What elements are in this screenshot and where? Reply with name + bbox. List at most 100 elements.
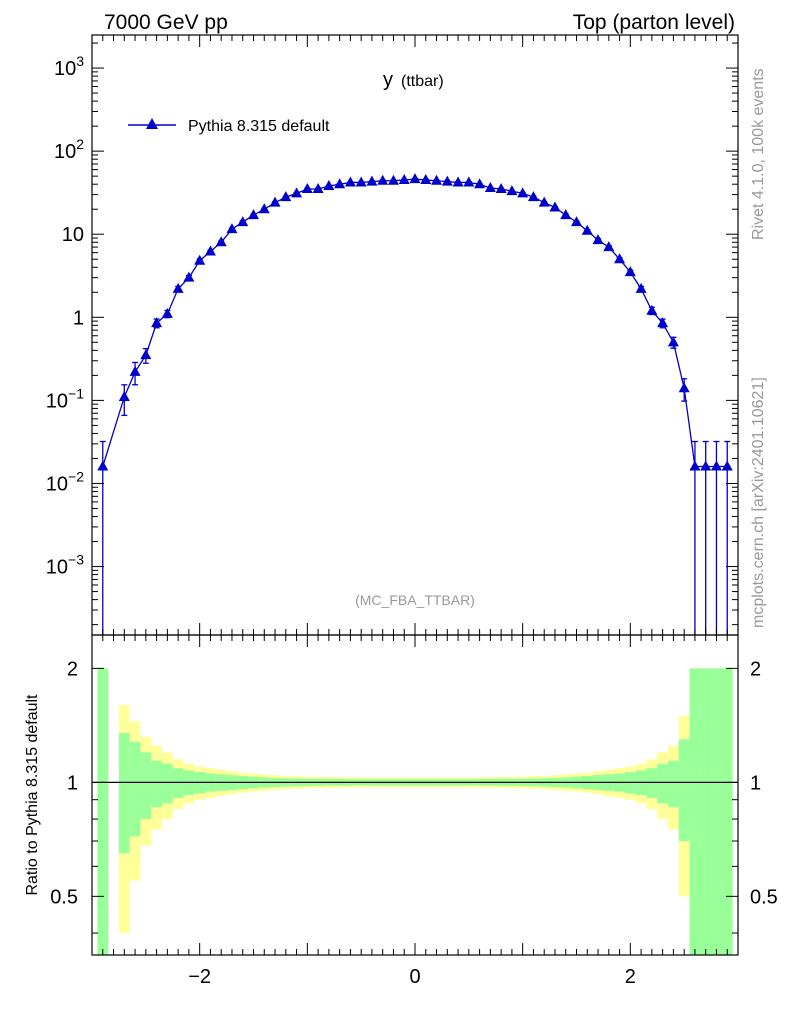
- data-point-marker: [398, 173, 410, 184]
- data-point-marker: [301, 183, 313, 194]
- data-point-marker: [161, 307, 173, 318]
- main-series-layer: [97, 173, 733, 635]
- y-tick-label: 10−1: [46, 385, 84, 412]
- data-point-marker: [581, 224, 593, 235]
- data-point-marker: [387, 174, 399, 185]
- data-point-marker: [538, 196, 550, 207]
- data-point-marker: [312, 183, 324, 194]
- data-point-marker: [635, 282, 647, 293]
- data-point-marker: [409, 173, 421, 184]
- data-point-marker: [377, 174, 389, 185]
- data-point-marker: [118, 390, 130, 401]
- data-point-marker: [646, 304, 658, 315]
- plot-title-main: y: [383, 69, 393, 91]
- ratio-inner-band-bin: [161, 763, 173, 804]
- data-point-marker: [689, 460, 701, 471]
- y-tick-label: 10−2: [46, 468, 84, 495]
- data-point-marker: [420, 173, 432, 184]
- x-tick-label: −2: [188, 966, 211, 988]
- ratio-y-tick-label-right: 2: [750, 658, 761, 680]
- data-point-marker: [614, 253, 626, 264]
- data-point-marker: [334, 178, 346, 189]
- data-point-marker: [172, 282, 184, 293]
- header-left: 7000 GeV pp: [104, 11, 228, 34]
- ratio-y-label: Ratio to Pythia 8.315 default: [24, 694, 41, 896]
- ratio-inner-band-bin: [151, 760, 162, 808]
- ratio-inner-band-bin: [646, 768, 658, 798]
- ratio-y-tick-label: 2: [67, 658, 78, 680]
- data-point-marker: [258, 203, 270, 214]
- y-tick-label: 10: [62, 224, 84, 246]
- data-point-marker: [237, 216, 249, 227]
- ratio-inner-band-bin: [700, 668, 712, 955]
- data-point-marker: [517, 187, 529, 198]
- data-point-marker: [452, 176, 464, 187]
- ratio-inner-band-bin: [657, 763, 669, 804]
- data-point-marker: [151, 317, 163, 328]
- data-point-marker: [667, 336, 679, 347]
- ratio-y-tick-label-right: 1: [750, 772, 761, 794]
- data-point-marker: [463, 176, 475, 187]
- data-point-marker: [592, 234, 604, 245]
- ratio-x-axis: −2 0 2: [91, 635, 739, 988]
- data-point-marker: [140, 349, 152, 360]
- legend-label: Pythia 8.315 default: [188, 118, 330, 135]
- y-tick-label: 1: [73, 307, 84, 329]
- data-point-marker: [506, 185, 518, 196]
- ratio-panel: 2 2 1 1 0.5 0.5 −2 0 2 Ratio to Pythia 8.315 de…: [24, 634, 778, 988]
- ratio-y-tick-label: 0.5: [50, 886, 78, 908]
- data-point-marker: [97, 460, 109, 471]
- ratio-inner-band-bin: [678, 739, 690, 842]
- y-tick-label: 10−3: [46, 552, 84, 579]
- data-point-marker: [355, 176, 367, 187]
- data-point-marker: [474, 178, 486, 189]
- data-point-marker: [431, 174, 443, 185]
- data-point-marker: [183, 271, 195, 282]
- data-point-marker: [484, 182, 496, 193]
- mcplots-label: mcplots.cern.ch [arXiv:2401.10621]: [750, 377, 767, 628]
- ratio-inner-band-bin: [118, 733, 130, 854]
- data-point-marker: [323, 180, 335, 191]
- data-point-marker: [721, 460, 733, 471]
- ratio-inner-band-bin: [140, 752, 152, 820]
- ratio-inner-band-bin: [97, 668, 109, 955]
- analysis-tag: (MC_FBA_TTBAR): [355, 592, 475, 608]
- ratio-inner-band-bin: [721, 668, 733, 955]
- data-point-marker: [204, 245, 216, 256]
- ratio-inner-band-bin: [129, 741, 141, 837]
- data-point-marker: [280, 191, 292, 202]
- legend: Pythia 8.315 default: [128, 118, 330, 135]
- data-point-marker: [194, 254, 206, 265]
- data-point-marker: [678, 382, 690, 393]
- ratio-inner-band-bin: [172, 768, 184, 798]
- main-x-axis: [91, 35, 739, 635]
- data-point-marker: [226, 223, 238, 234]
- data-point-marker: [571, 216, 582, 227]
- data-point-marker: [560, 209, 572, 220]
- data-point-marker: [215, 236, 227, 247]
- data-point-marker: [700, 460, 712, 471]
- data-point-marker: [624, 266, 636, 277]
- data-point-marker: [495, 183, 507, 194]
- series-line: [102, 178, 728, 468]
- rivet-label: Rivet 4.1.0, 100k events: [750, 68, 767, 240]
- ratio-y-axis: 2 2 1 1 0.5 0.5: [50, 658, 778, 934]
- data-point-marker: [441, 175, 453, 186]
- header-right: Top (parton level): [573, 11, 735, 34]
- data-point-marker: [291, 187, 303, 198]
- ratio-y-tick-label: 1: [67, 772, 78, 794]
- plot-title-sub: (ttbar): [401, 73, 444, 90]
- ratio-band-layer: [97, 668, 733, 955]
- y-tick-label: 102: [54, 136, 84, 163]
- data-point-marker: [269, 196, 281, 207]
- data-point-marker: [657, 317, 669, 328]
- ratio-inner-band-bin: [689, 668, 701, 955]
- data-point-marker: [710, 460, 722, 471]
- data-point-marker: [344, 176, 356, 187]
- ratio-y-tick-label-right: 0.5: [750, 886, 778, 908]
- legend-triangle-icon: [146, 118, 158, 129]
- data-point-marker: [527, 191, 539, 202]
